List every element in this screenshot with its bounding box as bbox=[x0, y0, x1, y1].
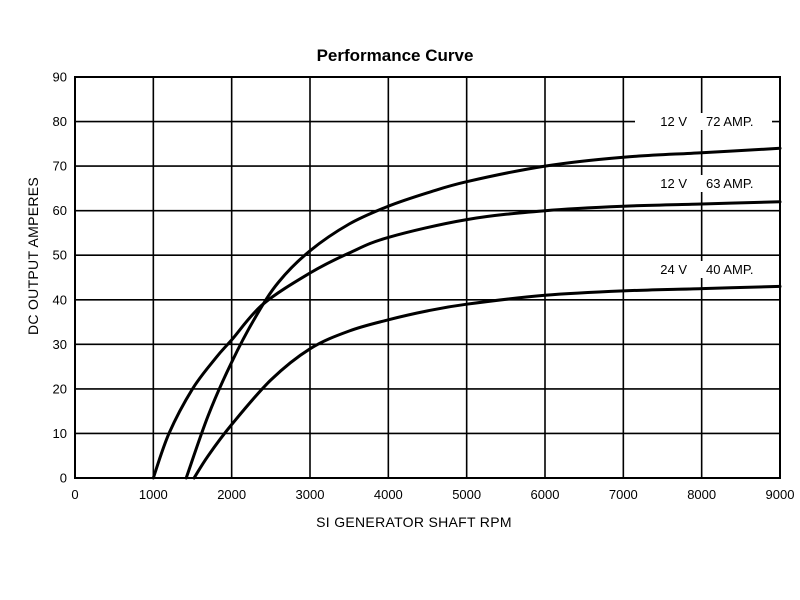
x-tick-label: 7000 bbox=[609, 487, 638, 502]
series-label: 24 V 40 AMP. bbox=[635, 261, 772, 278]
y-tick-label: 80 bbox=[53, 114, 67, 129]
series-label-background bbox=[635, 261, 772, 278]
y-tick-label: 10 bbox=[53, 426, 67, 441]
series-line bbox=[184, 146, 782, 480]
y-tick-label: 0 bbox=[60, 471, 67, 486]
grid bbox=[75, 77, 780, 478]
x-axis-label: SI GENERATOR SHAFT RPM bbox=[316, 514, 512, 530]
series-label-background bbox=[635, 175, 772, 192]
series-amperage-label: 63 AMP. bbox=[706, 176, 753, 191]
x-axis-ticks: 0 1000 2000 3000 4000 5000 6000 7000 8000 9000 bbox=[71, 487, 794, 502]
series-amperage-label: 72 AMP. bbox=[706, 114, 753, 129]
x-tick-label: 1000 bbox=[139, 487, 168, 502]
y-tick-label: 40 bbox=[53, 292, 67, 307]
plot-frame bbox=[74, 76, 781, 479]
x-tick-label: 2000 bbox=[217, 487, 246, 502]
series-voltage-label: 12 V bbox=[660, 176, 687, 191]
series-voltage-label: 24 V bbox=[660, 262, 687, 277]
y-axis-label: DC OUTPUT AMPERES bbox=[25, 177, 41, 335]
series-line bbox=[192, 284, 782, 480]
x-tick-label: 3000 bbox=[296, 487, 325, 502]
y-tick-label: 30 bbox=[53, 337, 67, 352]
y-tick-label: 90 bbox=[53, 70, 67, 85]
x-tick-label: 6000 bbox=[531, 487, 560, 502]
series-label: 12 V 63 AMP. bbox=[635, 175, 772, 192]
series-amperage-label: 40 AMP. bbox=[706, 262, 753, 277]
chart-title: Performance Curve bbox=[317, 46, 474, 65]
x-tick-label: 0 bbox=[71, 487, 78, 502]
x-tick-label: 9000 bbox=[766, 487, 795, 502]
series-label: 12 V 72 AMP. bbox=[635, 113, 772, 130]
x-tick-label: 5000 bbox=[452, 487, 481, 502]
series-labels: 12 V 72 AMP. 12 V 63 AMP. 24 V 40 AMP. bbox=[635, 113, 772, 278]
y-tick-label: 60 bbox=[53, 203, 67, 218]
x-tick-label: 4000 bbox=[374, 487, 403, 502]
y-axis-ticks: 0 10 20 30 40 50 60 70 80 90 bbox=[53, 70, 67, 486]
series-curves bbox=[151, 146, 782, 480]
series-voltage-label: 12 V bbox=[660, 114, 687, 129]
y-tick-label: 50 bbox=[53, 248, 67, 263]
y-tick-label: 20 bbox=[53, 381, 67, 396]
series-line bbox=[151, 200, 782, 480]
y-tick-label: 70 bbox=[53, 159, 67, 174]
series-label-background bbox=[635, 113, 772, 130]
x-tick-label: 8000 bbox=[687, 487, 716, 502]
